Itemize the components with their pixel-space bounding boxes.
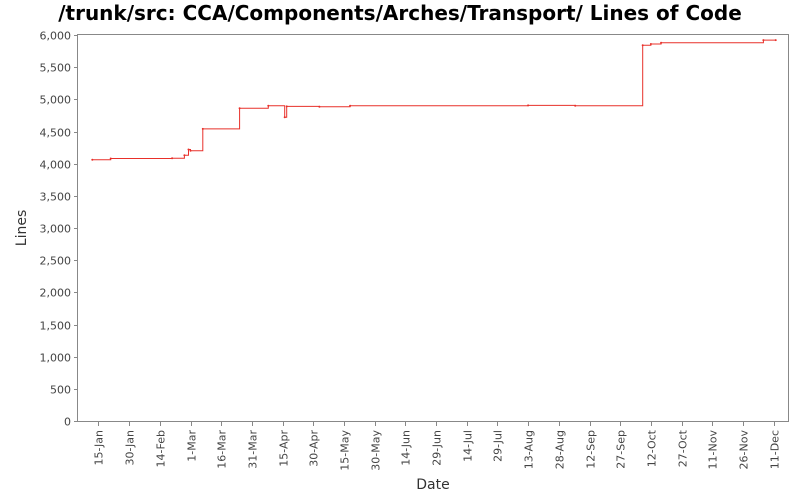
x-tick-label: 29-Jul	[492, 430, 505, 462]
x-tick-label: 14-Feb	[155, 430, 168, 467]
data-point	[774, 39, 777, 42]
data-point	[109, 157, 112, 160]
x-tick-label: 29-Jun	[431, 430, 444, 466]
chart-title: /trunk/src: CCA/Components/Arches/Transp…	[58, 1, 742, 25]
data-point	[641, 44, 644, 47]
data-point	[574, 104, 577, 107]
x-tick-label: 13-Aug	[523, 430, 536, 469]
y-tick-label: 4,500	[40, 127, 72, 140]
x-tick-label: 27-Sep	[615, 430, 628, 469]
data-point	[183, 154, 186, 157]
x-tick-label: 14-Jun	[400, 430, 413, 466]
plot-area	[77, 34, 789, 422]
y-axis-title: Lines	[14, 210, 30, 246]
x-tick-label: 12-Sep	[585, 430, 598, 469]
x-tick-label: 11-Nov	[707, 430, 720, 470]
x-tick-label: 30-Apr	[308, 430, 321, 467]
data-point	[91, 158, 94, 161]
x-tick-label: 28-Aug	[554, 430, 567, 469]
y-tick-label: 0	[64, 416, 71, 429]
x-tick-label: 31-Mar	[247, 430, 260, 469]
y-tick-label: 5,000	[40, 94, 72, 107]
x-tick-label: 1-Mar	[186, 430, 199, 462]
x-tick-label: 15-Apr	[278, 430, 291, 467]
x-tick-label: 16-Mar	[216, 430, 229, 469]
y-tick-label: 1,500	[40, 320, 72, 333]
data-point	[171, 157, 174, 160]
data-point	[660, 41, 663, 44]
y-axis: 0 500 1,000 1,500 2,000 2,500 3,000 3,500 4,000 4…	[40, 30, 78, 429]
x-tick-label: 26-Nov	[738, 430, 751, 470]
x-axis-title: Date	[416, 477, 449, 493]
data-point	[189, 149, 192, 152]
y-tick-label: 1,000	[40, 352, 72, 365]
x-tick-label: 30-Jan	[124, 430, 137, 466]
data-point	[649, 43, 652, 45]
x-tick-label: 15-May	[339, 430, 352, 471]
y-tick-label: 5,500	[40, 62, 72, 75]
data-point	[527, 104, 530, 107]
data-point	[267, 104, 270, 107]
x-tick-label: 27-Oct	[677, 429, 690, 467]
y-tick-label: 6,000	[40, 30, 72, 43]
data-point	[283, 116, 286, 119]
data-point	[187, 148, 190, 151]
data-point	[349, 104, 352, 107]
data-point	[318, 105, 321, 108]
x-tick-label: 15-Jan	[93, 430, 106, 466]
x-tick-label: 12-Oct	[646, 429, 659, 467]
data-point	[762, 39, 765, 42]
x-axis: 15-Jan 30-Jan 14-Feb 1-Mar 16-Mar 31-Mar 15-Ap…	[93, 421, 782, 471]
y-tick-label: 3,500	[40, 191, 72, 204]
data-point	[238, 107, 241, 110]
data-point	[285, 105, 288, 108]
y-tick-label: 2,000	[40, 287, 72, 300]
x-tick-label: 11-Dec	[769, 430, 782, 469]
y-tick-label: 2,500	[40, 255, 72, 268]
y-tick-label: 4,000	[40, 159, 72, 172]
y-tick-label: 500	[50, 384, 71, 397]
data-point	[201, 127, 204, 130]
x-tick-label: 14-Jul	[462, 430, 475, 462]
x-tick-label: 30-May	[370, 430, 383, 471]
series-layer	[91, 39, 777, 161]
y-tick-label: 3,000	[40, 223, 72, 236]
